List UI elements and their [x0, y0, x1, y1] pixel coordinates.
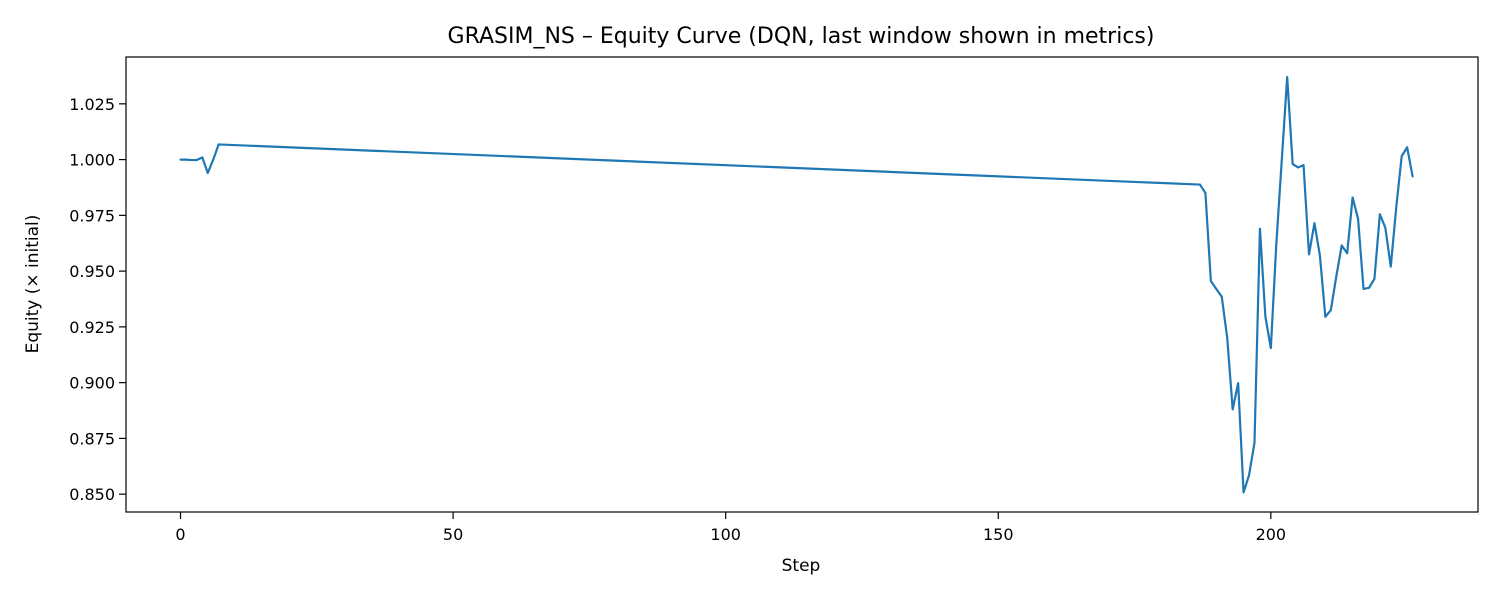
y-tick-label: 0.950	[69, 262, 115, 281]
x-tick-label: 50	[443, 525, 463, 544]
x-tick-label: 100	[710, 525, 741, 544]
y-tick-label: 1.025	[69, 95, 115, 114]
plot-frame	[125, 56, 1479, 513]
y-tick-label: 0.875	[69, 429, 115, 448]
y-tick-label: 0.900	[69, 374, 115, 393]
y-axis: 0.850 0.875 0.900 0.925 0.950 0.975 1.000 1.025	[69, 95, 126, 504]
equity-series-line	[179, 75, 1414, 494]
y-tick-label: 1.000	[69, 151, 115, 170]
x-tick-label: 150	[983, 525, 1014, 544]
y-tick-label: 0.925	[69, 318, 115, 337]
x-axis: 0 50 100 150 200	[175, 512, 1286, 544]
x-axis-label: Step	[782, 556, 821, 576]
x-tick-label: 200	[1256, 525, 1287, 544]
y-tick-label: 0.850	[69, 485, 115, 504]
y-axis-label: Equity (× initial)	[23, 215, 43, 354]
chart-title: GRASIM_NS – Equity Curve (DQN, last wind…	[448, 24, 1155, 49]
x-tick-label: 0	[175, 525, 185, 544]
y-tick-label: 0.975	[69, 206, 115, 225]
